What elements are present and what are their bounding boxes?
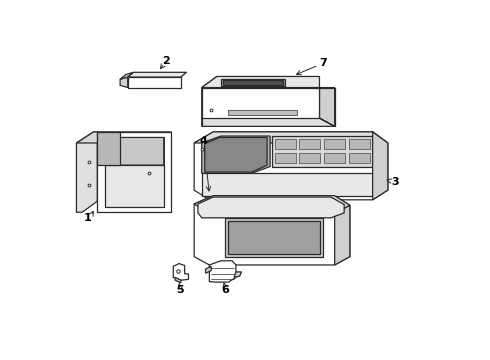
Polygon shape xyxy=(76,132,172,143)
Text: 4: 4 xyxy=(200,136,208,146)
Polygon shape xyxy=(194,195,350,265)
Polygon shape xyxy=(275,139,295,149)
Text: 2: 2 xyxy=(162,56,170,66)
Polygon shape xyxy=(349,139,369,149)
Polygon shape xyxy=(194,132,388,143)
Polygon shape xyxy=(372,132,388,200)
Polygon shape xyxy=(120,77,128,87)
Polygon shape xyxy=(202,87,319,118)
Polygon shape xyxy=(324,153,345,163)
Polygon shape xyxy=(128,77,181,87)
Polygon shape xyxy=(202,136,270,174)
Polygon shape xyxy=(202,174,372,195)
Polygon shape xyxy=(202,118,335,126)
Polygon shape xyxy=(205,138,267,172)
Polygon shape xyxy=(105,165,164,207)
Polygon shape xyxy=(227,221,320,255)
Polygon shape xyxy=(324,139,345,149)
Polygon shape xyxy=(98,132,172,212)
Text: 3: 3 xyxy=(391,177,398,187)
Polygon shape xyxy=(228,110,297,115)
Polygon shape xyxy=(76,132,98,212)
Polygon shape xyxy=(202,76,217,118)
Polygon shape xyxy=(220,79,285,86)
Polygon shape xyxy=(319,87,335,126)
Polygon shape xyxy=(335,205,350,265)
Polygon shape xyxy=(299,153,320,163)
Text: 1: 1 xyxy=(84,213,92,223)
Polygon shape xyxy=(105,138,164,165)
Polygon shape xyxy=(173,264,189,280)
Text: 5: 5 xyxy=(176,285,184,296)
Polygon shape xyxy=(299,139,320,149)
Polygon shape xyxy=(120,72,133,79)
Text: 6: 6 xyxy=(221,285,229,296)
Polygon shape xyxy=(272,136,372,167)
Polygon shape xyxy=(224,219,323,257)
Polygon shape xyxy=(198,197,344,218)
Polygon shape xyxy=(222,80,283,85)
Polygon shape xyxy=(194,132,388,200)
Polygon shape xyxy=(234,272,242,278)
Polygon shape xyxy=(275,153,295,163)
Text: 7: 7 xyxy=(319,58,327,68)
Polygon shape xyxy=(175,278,181,283)
Polygon shape xyxy=(206,266,211,273)
Polygon shape xyxy=(209,261,236,282)
Polygon shape xyxy=(98,132,120,165)
Polygon shape xyxy=(202,76,319,87)
Polygon shape xyxy=(128,72,187,77)
Polygon shape xyxy=(349,153,369,163)
Polygon shape xyxy=(194,195,350,214)
